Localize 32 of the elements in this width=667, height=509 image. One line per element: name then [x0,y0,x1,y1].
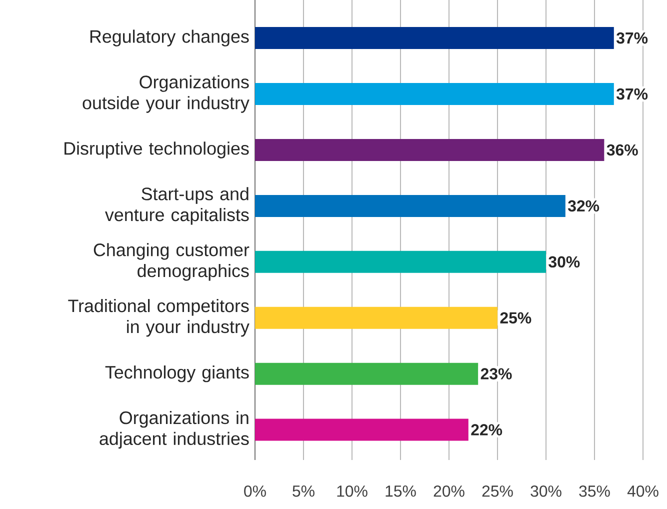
y-tick-label: Organizations outside your industry [82,75,250,113]
bar [255,138,604,161]
y-tick-label: Start-ups and venture capitalists [105,187,249,225]
y-tick-label: Disruptive technologies [64,142,249,158]
bar [255,83,614,106]
data-label: 25% [500,312,532,324]
data-label: 36% [606,144,638,156]
x-tick-label: 30% [530,486,562,497]
data-label: 22% [471,424,502,436]
bar [255,250,546,273]
data-label: 32% [568,200,600,212]
x-tick-label: 10% [337,486,368,497]
x-tick-label: 0% [244,486,266,497]
x-tick-label: 25% [482,486,513,497]
y-tick-label: Technology giants [105,365,249,382]
y-tick-label: Traditional competitors in your industry [68,299,250,337]
x-tick-label: 5% [292,486,314,497]
bar [255,418,468,441]
x-tick-label: 20% [434,486,464,497]
data-label: 37% [616,88,648,100]
y-tick-label: Organizations in adjacent industries [100,410,249,449]
x-tick-label: 40% [627,486,658,497]
data-label: 23% [480,368,512,380]
x-tick-label: 35% [579,486,610,497]
bar [255,306,498,329]
data-label: 30% [548,256,580,268]
bar [255,27,614,50]
bar [255,194,566,217]
y-tick-label: Changing customer demographics [94,243,250,281]
y-tick-label: Regulatory changes [90,30,249,46]
data-label: 37% [616,32,648,44]
x-tick-label: 15% [386,486,416,497]
